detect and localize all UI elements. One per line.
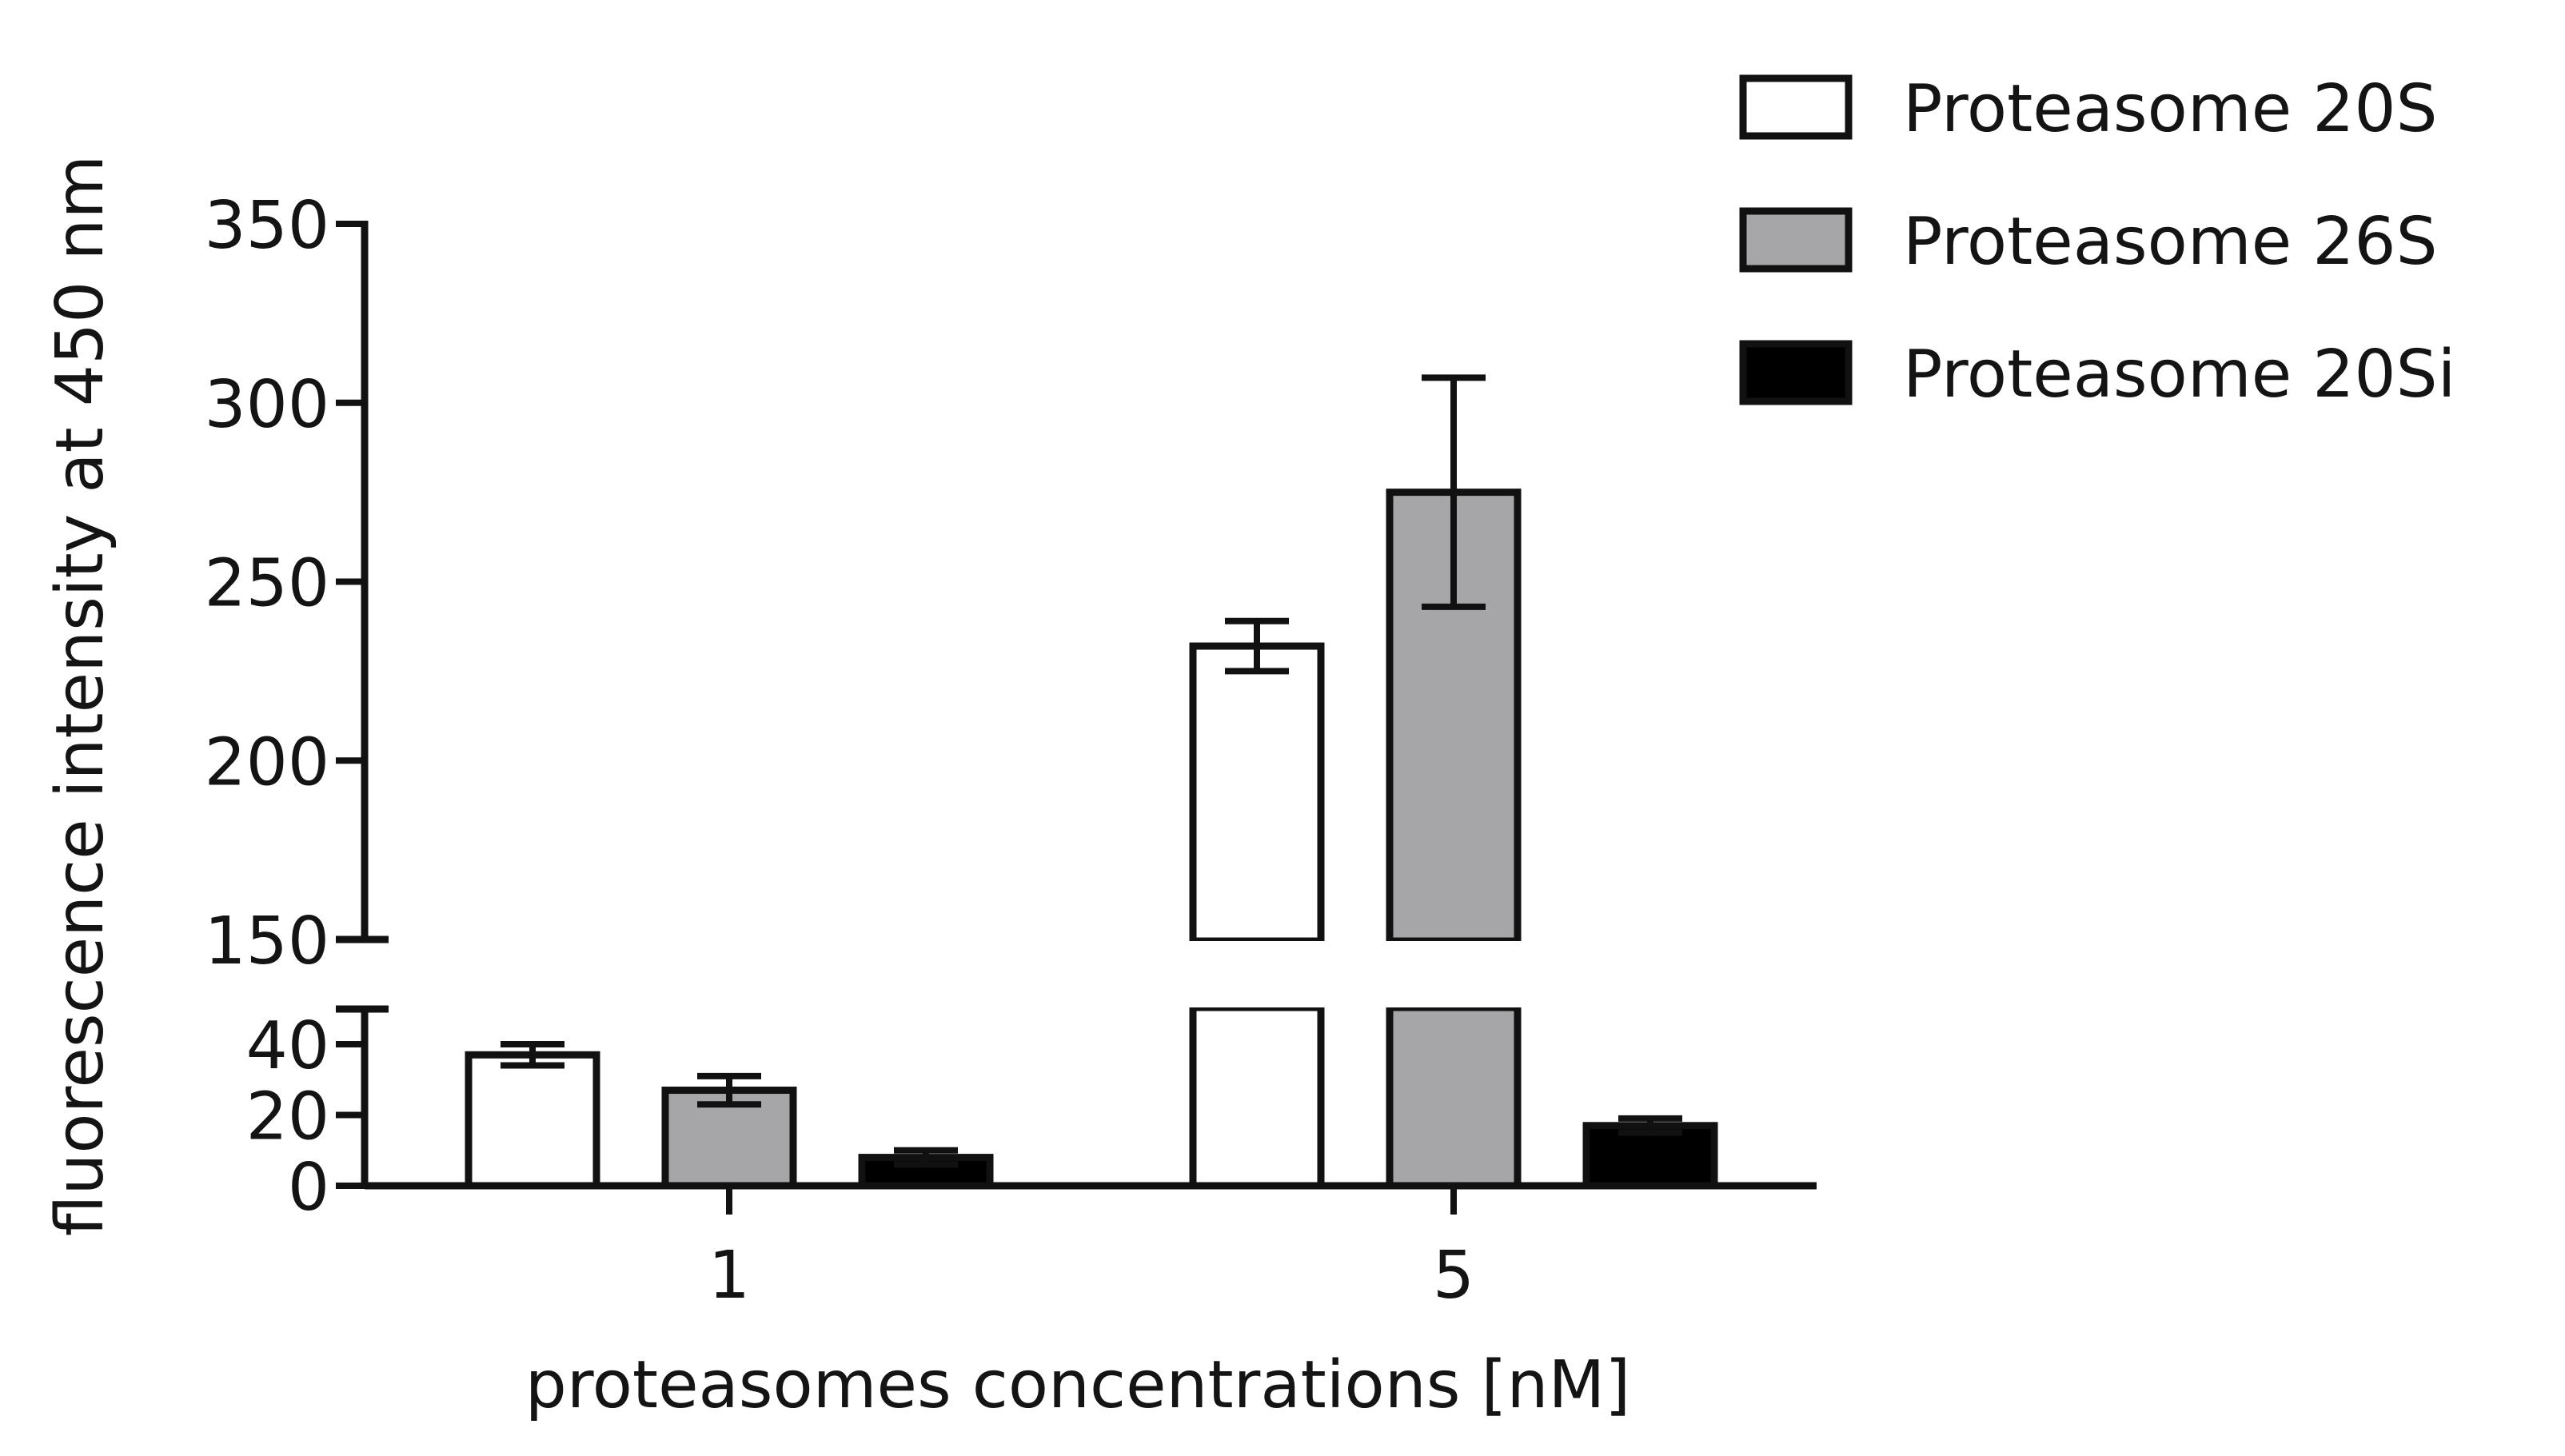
axis-labels: fluorescence intensity at 450 nm proteas… <box>42 155 1630 1423</box>
x-axis-label: proteasomes concentrations [nM] <box>525 1347 1630 1423</box>
bar-segment-lower <box>1386 1003 1522 1190</box>
error-bar <box>1618 1115 1682 1136</box>
y-tick-label: 200 <box>204 724 329 800</box>
bar-segment-upper <box>1189 642 1325 945</box>
legend-label: Proteasome 26S <box>1903 204 2438 280</box>
error-bars <box>501 374 1682 1168</box>
y-tick-label: 350 <box>204 188 329 264</box>
legend-swatch <box>1739 340 1853 405</box>
bar <box>1187 642 1327 1190</box>
legend-entry: Proteasome 20S <box>1739 71 2438 147</box>
bar-break-gap <box>1187 941 1327 1007</box>
bar-break-gap <box>1383 941 1524 1007</box>
legend-swatch <box>1739 74 1853 140</box>
y-axis-label: fluorescence intensity at 450 nm <box>42 155 118 1236</box>
bars <box>465 489 1718 1190</box>
y-tick-label: 250 <box>204 546 329 622</box>
legend-entry: Proteasome 20Si <box>1739 337 2455 413</box>
bar-segment-lower <box>1189 1003 1325 1190</box>
x-tick-label: 1 <box>708 1238 750 1314</box>
bar-rect <box>465 1051 600 1190</box>
y-tick-label: 300 <box>204 367 329 443</box>
error-bar <box>894 1147 958 1168</box>
y-tick-label: 0 <box>288 1150 329 1226</box>
x-tick-label: 5 <box>1433 1238 1474 1314</box>
error-bar <box>1422 374 1486 610</box>
y-tick-label: 20 <box>246 1079 329 1155</box>
legend: Proteasome 20S Proteasome 26S Proteasome 2… <box>1739 71 2455 413</box>
legend-label: Proteasome 20Si <box>1903 337 2455 413</box>
error-bar <box>1225 617 1289 675</box>
legend-entry: Proteasome 26S <box>1739 204 2438 280</box>
legend-label: Proteasome 20S <box>1903 71 2438 147</box>
error-bar <box>501 1041 564 1069</box>
bar <box>465 1051 600 1190</box>
y-tick-label: 150 <box>204 904 329 979</box>
legend-swatch <box>1739 207 1853 273</box>
error-bar <box>697 1072 761 1108</box>
y-tick-label: 40 <box>246 1008 329 1084</box>
